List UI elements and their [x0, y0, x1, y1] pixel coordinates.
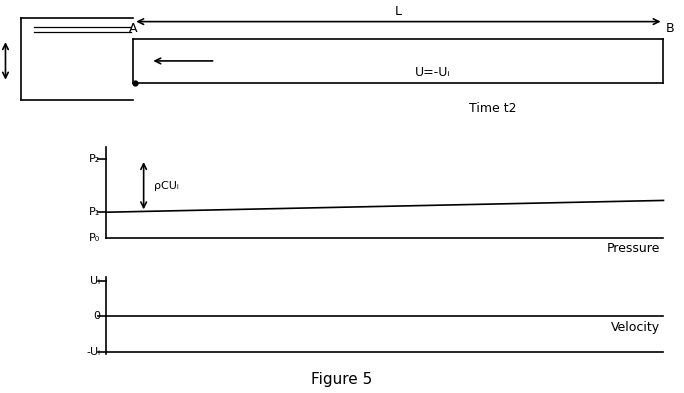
Text: B: B [666, 22, 675, 35]
Text: P₁: P₁ [90, 207, 101, 217]
Text: P₂: P₂ [90, 154, 101, 164]
Text: -Uᵢ: -Uᵢ [86, 347, 101, 357]
Text: A: A [129, 22, 137, 35]
Text: Figure 5: Figure 5 [311, 372, 373, 387]
Text: ρCUᵢ: ρCUᵢ [154, 181, 179, 191]
Text: P₀: P₀ [90, 233, 101, 243]
Text: L: L [395, 6, 402, 18]
Text: Velocity: Velocity [611, 321, 660, 334]
Text: Uᵢ: Uᵢ [90, 276, 101, 286]
Text: U=-Uᵢ: U=-Uᵢ [415, 66, 451, 79]
Text: Time t2: Time t2 [469, 101, 516, 115]
Text: Pressure: Pressure [607, 242, 660, 255]
Text: 0: 0 [94, 311, 101, 321]
